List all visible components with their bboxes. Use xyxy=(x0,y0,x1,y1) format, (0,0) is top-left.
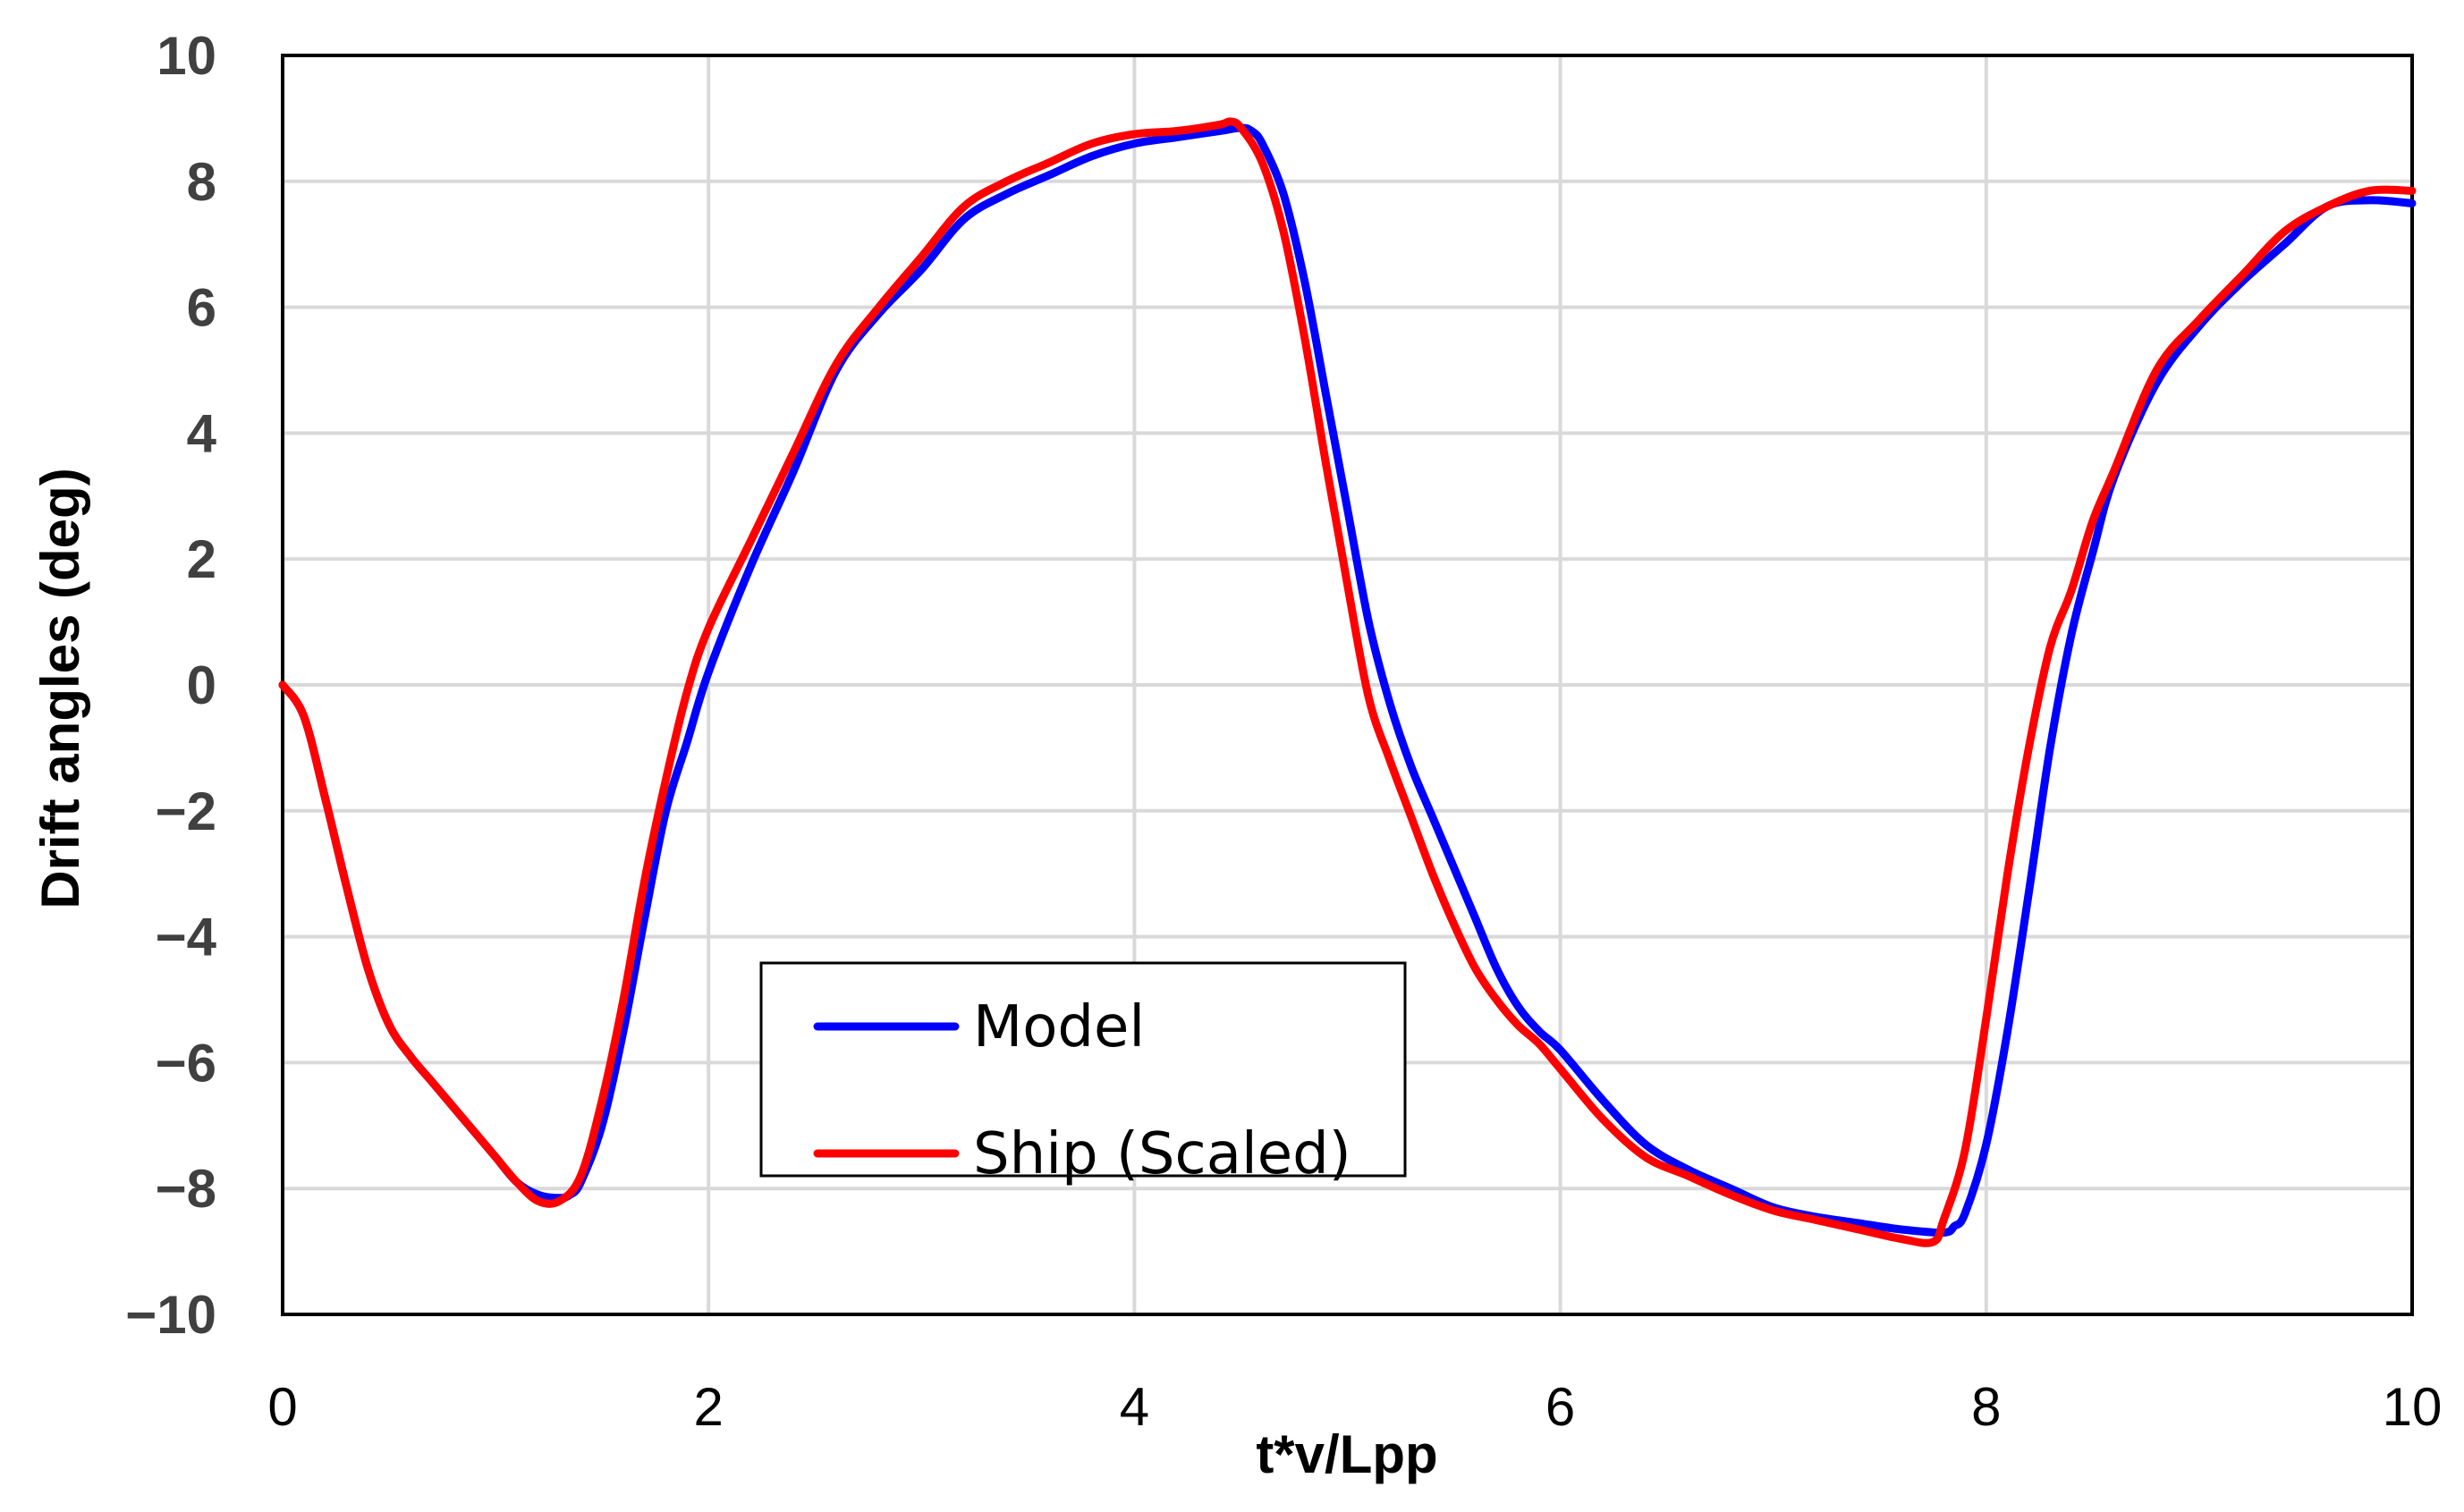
legend-box xyxy=(759,961,1407,1178)
x-axis-label: t*v/Lpp xyxy=(1256,1424,1437,1484)
x-tick-label-1: 2 xyxy=(694,1377,724,1437)
legend: Model Ship (Scaled) xyxy=(759,961,1407,1187)
y-tick-label-4: 2 xyxy=(187,529,216,589)
x-tick-label-5: 10 xyxy=(2383,1377,2443,1437)
legend-label-ship-scaled: Ship (Scaled) xyxy=(973,1121,1351,1187)
x-tick-label-2: 4 xyxy=(1120,1377,1149,1437)
x-tick-label-4: 8 xyxy=(1971,1377,2001,1437)
y-tick-label-8: −6 xyxy=(156,1033,216,1093)
y-axis-label: Drift angles (deg) xyxy=(30,468,90,908)
y-tick-label-1: 8 xyxy=(187,152,216,212)
y-tick-label-10: −10 xyxy=(125,1285,216,1345)
y-axis-ticks: 10 8 6 4 2 0 −2 −4 −6 −8 −10 xyxy=(125,26,216,1345)
y-tick-label-3: 4 xyxy=(187,403,217,463)
x-tick-label-3: 6 xyxy=(1545,1377,1575,1437)
series-line-ship-scaled xyxy=(278,117,2417,1247)
y-tick-label-9: −8 xyxy=(156,1159,216,1219)
legend-label-model: Model xyxy=(973,994,1145,1060)
y-tick-label-5: 0 xyxy=(187,655,216,715)
x-tick-label-0: 0 xyxy=(267,1377,297,1437)
y-tick-label-6: −2 xyxy=(156,781,216,841)
y-tick-label-2: 6 xyxy=(187,278,216,338)
series-lines xyxy=(278,117,2417,1247)
y-tick-label-0: 10 xyxy=(157,26,216,86)
y-tick-label-7: −4 xyxy=(156,908,217,967)
x-axis-ticks: 0 2 4 6 8 10 xyxy=(267,1377,2442,1437)
